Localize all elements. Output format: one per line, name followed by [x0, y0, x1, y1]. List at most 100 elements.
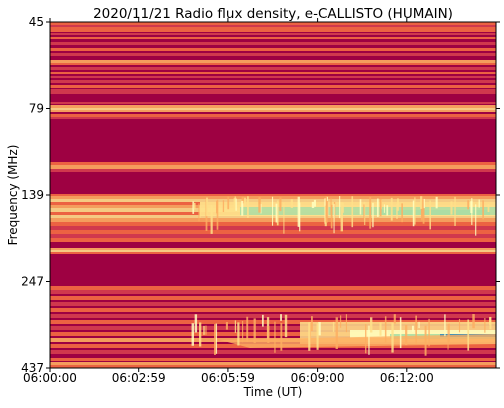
time-spike: [364, 201, 366, 226]
time-spike: [482, 200, 484, 220]
time-spike: [330, 198, 332, 216]
time-spike: [472, 314, 475, 329]
spectral-band: [50, 110, 496, 112]
time-spike: [423, 198, 425, 209]
time-spike: [467, 319, 470, 351]
time-spike: [253, 318, 256, 344]
x-tick-label: 06:02:59: [112, 371, 166, 385]
time-spike: [379, 199, 382, 217]
time-spike: [447, 324, 449, 350]
spectral-band: [50, 89, 496, 94]
time-spike: [396, 203, 398, 219]
time-spike: [391, 323, 394, 353]
spectral-band: [50, 238, 496, 242]
spectral-band: [50, 162, 496, 165]
time-spike: [339, 196, 341, 219]
spectral-band: [50, 27, 496, 32]
time-spike: [205, 325, 207, 335]
time-spike: [359, 199, 362, 215]
emission-core: [240, 207, 496, 215]
time-spike: [478, 199, 480, 208]
spectral-band: [50, 365, 496, 368]
spectral-band: [50, 252, 496, 254]
time-spike: [484, 318, 486, 333]
spectral-band: [50, 314, 496, 318]
spectral-band: [50, 80, 496, 83]
time-spike: [199, 205, 201, 218]
time-spike: [198, 203, 200, 222]
spectral-band: [50, 105, 496, 108]
chart-title: 2020/11/21 Radio flux density, e-CALLIST…: [93, 6, 453, 22]
time-spike: [342, 202, 344, 213]
time-stripe-layer: [191, 196, 492, 356]
spectral-band: [50, 72, 496, 74]
time-spike: [279, 197, 282, 212]
spectral-band: [50, 108, 496, 110]
time-spike: [435, 196, 438, 209]
spectral-band: [50, 290, 496, 294]
spectral-band: [50, 60, 496, 63]
spectral-band: [50, 25, 496, 27]
spectral-band: [50, 320, 496, 324]
time-spike: [235, 198, 237, 211]
time-spike: [370, 317, 373, 333]
time-spike: [475, 204, 477, 236]
time-spike: [310, 316, 313, 332]
spectral-band: [50, 226, 496, 230]
spectral-band: [50, 33, 496, 35]
time-spike: [422, 199, 425, 224]
time-spike: [237, 322, 240, 346]
spectral-band: [50, 22, 496, 25]
time-spike: [401, 203, 403, 223]
time-spike: [415, 315, 417, 344]
time-spike: [418, 321, 420, 329]
time-spike: [192, 201, 195, 214]
time-spike: [225, 322, 228, 330]
time-spike: [213, 324, 216, 355]
time-spike: [313, 199, 316, 207]
time-spike: [335, 317, 338, 349]
time-spike: [405, 324, 408, 346]
spectral-band: [50, 308, 496, 312]
spectral-band: [50, 165, 496, 169]
spectral-band: [50, 230, 496, 234]
spectral-band: [50, 102, 496, 104]
time-spike: [283, 202, 285, 234]
time-spike: [340, 315, 342, 328]
spectral-band: [50, 63, 496, 65]
time-spike: [261, 314, 264, 327]
spectral-band: [50, 85, 496, 88]
time-spike: [379, 322, 382, 336]
time-spike: [368, 325, 370, 355]
time-spike: [384, 316, 387, 343]
time-spike: [233, 198, 235, 212]
spectral-band: [50, 350, 496, 354]
time-spike: [318, 322, 321, 336]
time-spike: [275, 203, 278, 223]
time-spike: [340, 202, 344, 232]
time-spike: [242, 320, 244, 343]
time-spike: [351, 196, 354, 228]
spectral-band: [50, 248, 496, 250]
time-spike: [487, 204, 490, 213]
time-spike: [267, 325, 270, 344]
time-spike: [290, 199, 293, 208]
drift-emission: [220, 334, 496, 348]
time-spike: [326, 200, 329, 218]
spectral-band: [50, 358, 496, 361]
time-spike: [260, 203, 262, 214]
spectral-band: [50, 117, 496, 119]
spectral-band: [50, 53, 496, 56]
y-axis: 45 79 139 247 437: [21, 15, 500, 375]
time-spike: [334, 202, 336, 219]
time-spike: [216, 199, 219, 230]
spectral-band: [50, 326, 496, 330]
time-spike: [363, 204, 365, 218]
time-spike: [215, 323, 218, 354]
time-spike: [280, 314, 282, 321]
time-spike: [234, 320, 236, 333]
x-tick-label: 06:09:00: [291, 371, 345, 385]
time-spike: [241, 196, 244, 204]
time-spike: [448, 323, 450, 342]
spectral-band: [50, 296, 496, 300]
